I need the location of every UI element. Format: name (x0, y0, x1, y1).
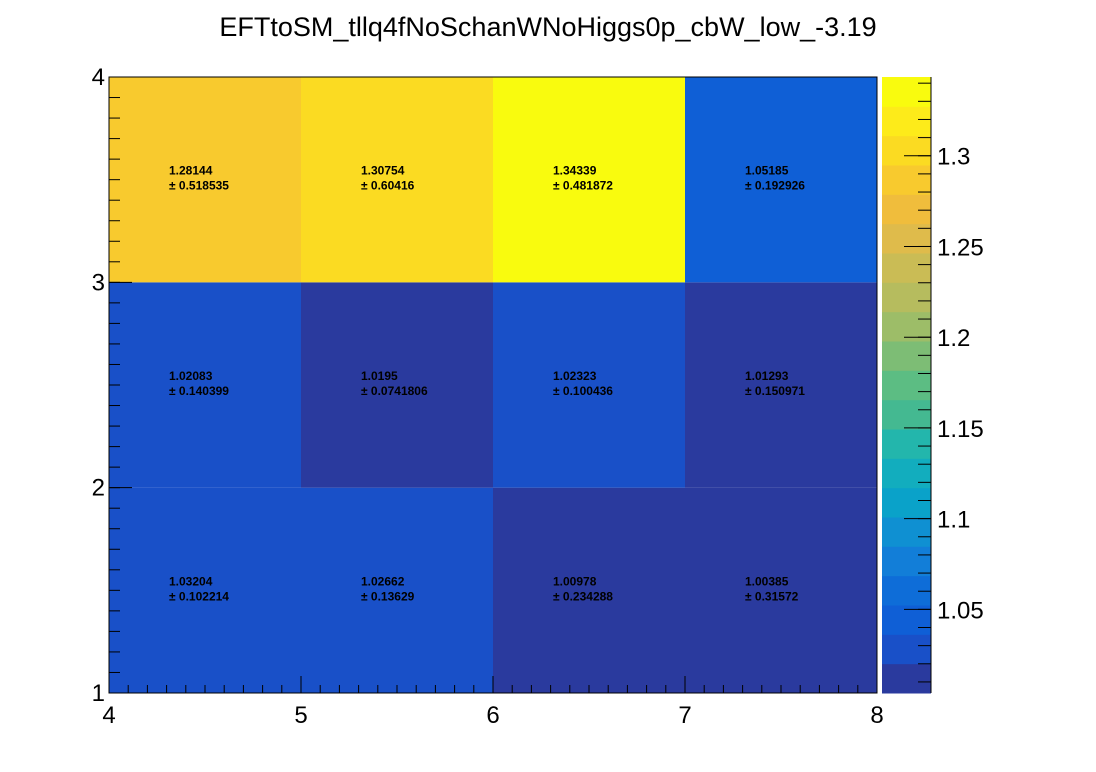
color-scale-segment (882, 605, 931, 635)
color-scale-segment (882, 106, 931, 137)
cell-error-label: ± 0.13629 (361, 589, 415, 603)
heatmap-cell (685, 77, 877, 283)
heatmap-cell (685, 487, 877, 693)
color-scale-tick-label: 1.1 (937, 507, 970, 534)
heatmap-cell (493, 487, 685, 693)
cell-value-label: 1.00385 (745, 574, 789, 588)
color-scale-tick-label: 1.25 (937, 234, 984, 261)
cell-value-label: 1.02662 (361, 574, 405, 588)
cell-error-label: ± 0.102214 (169, 589, 229, 603)
cell-error-label: ± 0.0741806 (361, 384, 428, 398)
cell-value-label: 1.05185 (745, 164, 789, 178)
cell-value-label: 1.00978 (553, 574, 597, 588)
color-scale-segment (882, 575, 931, 606)
cell-error-label: ± 0.150971 (745, 384, 805, 398)
color-scale-segment (882, 165, 931, 195)
x-tick-label: 4 (102, 702, 115, 729)
color-scale-segment (882, 77, 931, 107)
cell-value-label: 1.0195 (361, 369, 398, 383)
color-scale-segment (882, 429, 931, 459)
color-scale-segment (882, 341, 931, 371)
color-scale-segment (882, 399, 931, 430)
cell-error-label: ± 0.192926 (745, 179, 805, 193)
x-tick-label: 7 (678, 702, 691, 729)
cell-error-label: ± 0.234288 (553, 589, 613, 603)
cell-error-label: ± 0.518535 (169, 179, 229, 193)
heatmap-cell (109, 282, 301, 488)
color-scale-segment (882, 634, 931, 665)
y-tick-label: 1 (92, 680, 105, 707)
x-tick-label: 5 (294, 702, 307, 729)
y-tick-label: 3 (92, 269, 105, 296)
color-scale-bar: 1.05 1.1 1.15 1.2 1.25 1.3 (882, 77, 984, 694)
cell-value-label: 1.30754 (361, 164, 405, 178)
cell-value-label: 1.28144 (169, 164, 213, 178)
y-tick-label: 2 (92, 475, 105, 502)
heatmap-cell (493, 77, 685, 283)
heatmap-cell (109, 77, 301, 283)
y-tick-label: 4 (92, 64, 105, 91)
color-scale-tick-label: 1.15 (937, 416, 984, 443)
cell-error-label: ± 0.60416 (361, 179, 415, 193)
color-scale-tick-label: 1.05 (937, 597, 984, 624)
color-scale-segment (882, 135, 931, 166)
color-scale-tick-label: 1.3 (937, 144, 970, 171)
color-scale-tick-label: 1.2 (937, 325, 970, 352)
cell-value-label: 1.01293 (745, 369, 789, 383)
heatmap-cell (493, 282, 685, 488)
heatmap-cells (109, 77, 877, 693)
x-tick-label: 8 (870, 702, 883, 729)
cell-labels: 1.03204± 0.102214 1.02662± 0.13629 1.00978… (169, 164, 805, 604)
heatmap-cell (301, 282, 493, 488)
cell-error-label: ± 0.100436 (553, 384, 613, 398)
color-scale-segment (882, 311, 931, 342)
color-scale-segment (882, 253, 931, 283)
cell-value-label: 1.34339 (553, 164, 597, 178)
cell-value-label: 1.02083 (169, 369, 213, 383)
heatmap-cell (685, 282, 877, 488)
color-scale-segment (882, 458, 931, 489)
cell-error-label: ± 0.140399 (169, 384, 229, 398)
heatmap-cell (109, 487, 301, 693)
cell-value-label: 1.02323 (553, 369, 597, 383)
color-scale-segment (882, 282, 931, 313)
color-scale-segment (882, 194, 931, 225)
heatmap-cell (301, 487, 493, 693)
color-scale-segment (882, 663, 931, 694)
cell-error-label: ± 0.31572 (745, 589, 799, 603)
color-scale-segment (882, 487, 931, 518)
color-scale-segment (882, 517, 931, 547)
axes: 4 5 6 7 8 1 2 3 4 (92, 64, 884, 729)
color-scale-segment (882, 546, 931, 577)
color-scale-segment (882, 370, 931, 401)
cell-error-label: ± 0.481872 (553, 179, 613, 193)
heatmap-cell (301, 77, 493, 283)
cell-value-label: 1.03204 (169, 574, 213, 588)
chart-title: EFTtoSM_tllq4fNoSchanWNoHiggs0p_cbW_low_… (219, 12, 876, 42)
x-tick-label: 6 (486, 702, 499, 729)
